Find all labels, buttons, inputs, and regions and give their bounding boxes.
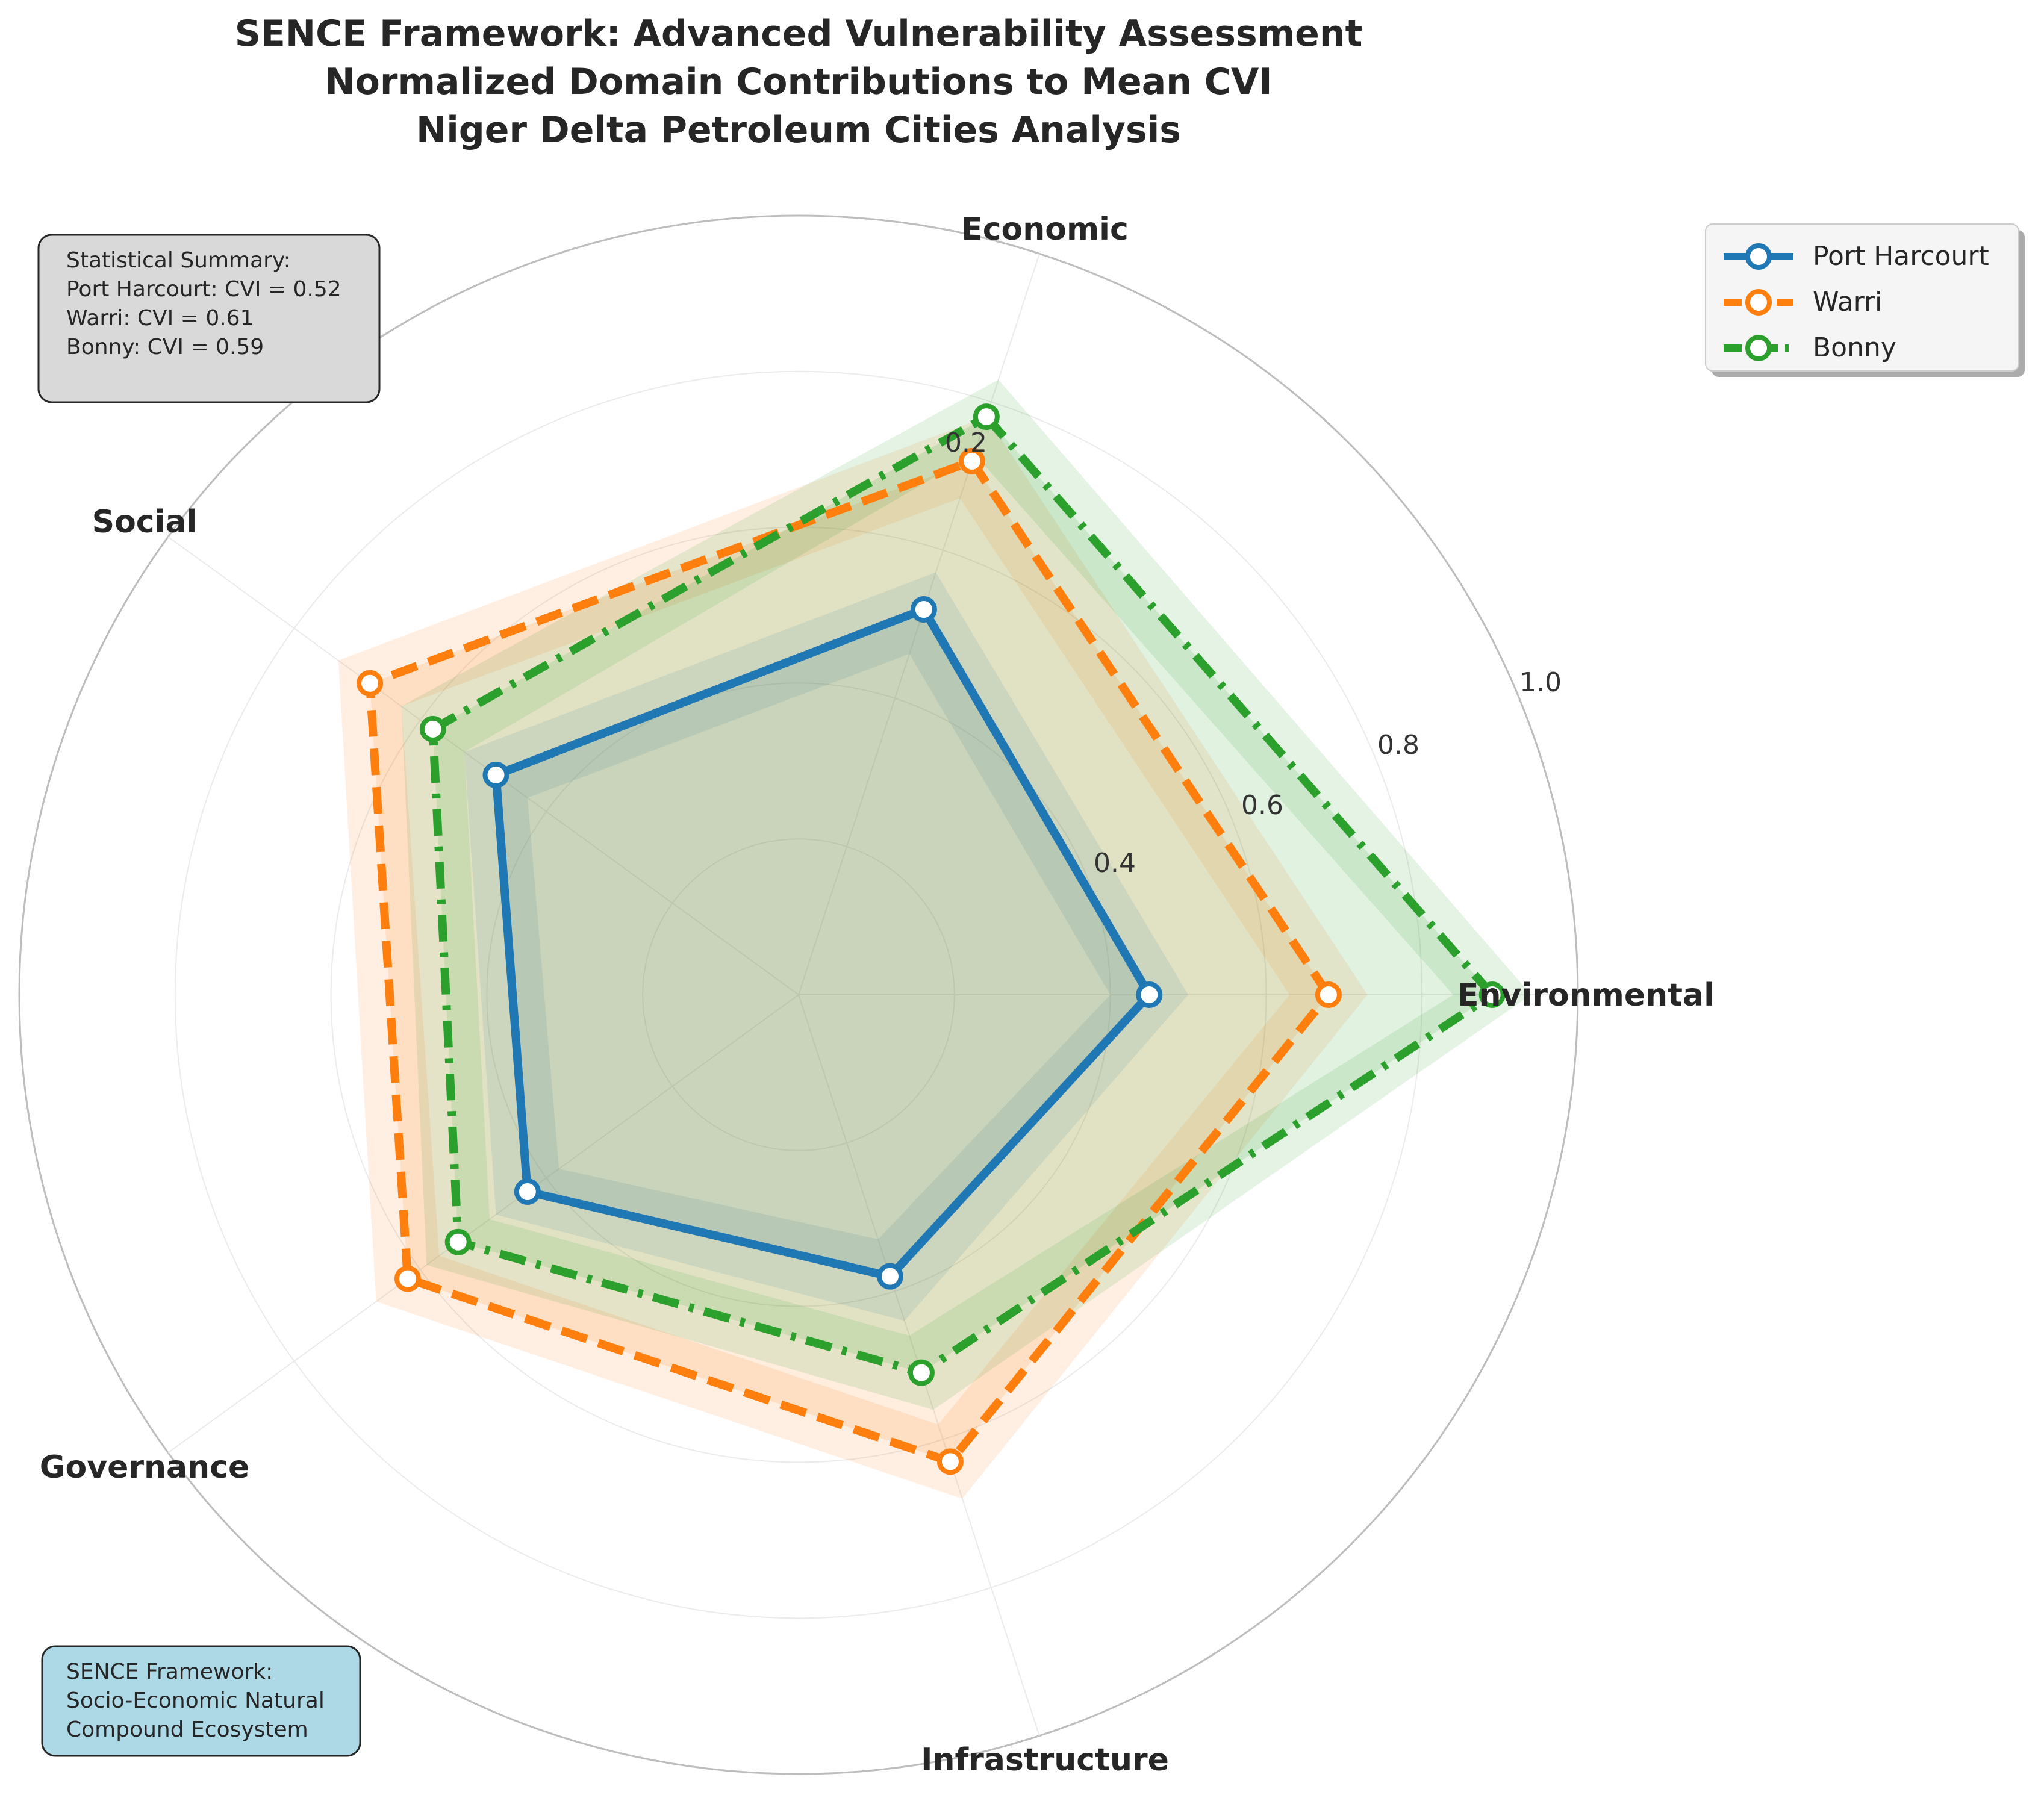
marker-bonny xyxy=(908,1359,935,1386)
statistical-summary-box: Statistical Summary: Port Harcourt: CVI … xyxy=(37,234,381,403)
r-tick-label: 0.8 xyxy=(1377,730,1419,761)
legend: Port Harcourt Warri Bonny xyxy=(1705,223,2025,377)
marker-port-harcourt xyxy=(514,1178,541,1205)
series-layer xyxy=(366,412,1497,1466)
framework-line: Socio-Economic Natural xyxy=(66,1688,325,1713)
legend-background xyxy=(1705,223,2019,372)
marker-bonny xyxy=(419,715,446,742)
legend-label-warri: Warri xyxy=(1813,287,1882,317)
series-line-bonny xyxy=(428,412,1497,1377)
marker-warri xyxy=(357,670,384,697)
r-tick-label: 0.4 xyxy=(1094,848,1136,879)
summary-line: Bonny: CVI = 0.59 xyxy=(66,335,264,359)
summary-line: Statistical Summary: xyxy=(66,248,291,273)
axis-label-governance: Governance xyxy=(40,1449,249,1485)
marker-port-harcourt xyxy=(876,1263,903,1290)
marker-bonny xyxy=(1478,981,1506,1008)
chart-title-line-1: SENCE Framework: Advanced Vulnerability … xyxy=(235,13,1363,55)
axis-label-environmental: Environmental xyxy=(1457,977,1715,1013)
summary-box-background xyxy=(37,234,381,403)
series-line-warri xyxy=(366,456,1333,1466)
marker-warri xyxy=(394,1265,421,1292)
axis-label-infrastructure: Infrastructure xyxy=(921,1742,1169,1778)
axis-spoke xyxy=(798,254,1040,995)
marker-layer xyxy=(357,403,1506,1475)
confidence-bands xyxy=(338,379,1531,1499)
band-warri xyxy=(338,417,1368,1499)
chart-title-line-2: Normalized Domain Contributions to Mean … xyxy=(325,61,1272,103)
axis-label-economic: Economic xyxy=(961,211,1129,247)
legend-label-bonny: Bonny xyxy=(1813,332,1896,363)
marker-port-harcourt xyxy=(910,596,937,623)
marker-bonny xyxy=(444,1228,472,1255)
area-bonny xyxy=(432,417,1492,1373)
series-line-port-harcourt xyxy=(491,605,1154,1281)
marker-port-harcourt xyxy=(1136,981,1163,1008)
r-tick-label: 1.0 xyxy=(1519,667,1562,698)
legend-marker-bonny xyxy=(1745,335,1772,361)
chart-title-line-3: Niger Delta Petroleum Cities Analysis xyxy=(416,109,1181,151)
legend-label-port-harcourt: Port Harcourt xyxy=(1813,241,1989,272)
axis-spoke xyxy=(167,994,799,1454)
axis-label-social: Social xyxy=(92,504,198,540)
framework-line: SENCE Framework: xyxy=(66,1660,273,1684)
legend-marker-warri xyxy=(1745,289,1772,316)
marker-warri xyxy=(1315,981,1342,1008)
legend-marker-port-harcourt xyxy=(1745,243,1772,270)
marker-warri xyxy=(936,1448,964,1475)
marker-port-harcourt xyxy=(482,761,509,788)
marker-bonny xyxy=(973,403,1000,431)
framework-info-box: SENCE Framework: Socio-Economic Natural … xyxy=(41,1645,361,1757)
axis-spoke xyxy=(167,536,799,995)
radial-ticks: 0.2 0.4 0.6 0.8 1.0 xyxy=(945,428,1562,879)
framework-box-background xyxy=(41,1645,361,1757)
marker-warri xyxy=(958,447,985,474)
r-tick-label: 0.2 xyxy=(945,428,987,458)
area-port-harcourt xyxy=(496,609,1150,1277)
framework-line: Compound Ecosystem xyxy=(66,1717,308,1742)
summary-line: Port Harcourt: CVI = 0.52 xyxy=(66,277,341,302)
r-tick-label: 0.6 xyxy=(1241,790,1283,821)
summary-line: Warri: CVI = 0.61 xyxy=(66,306,254,331)
